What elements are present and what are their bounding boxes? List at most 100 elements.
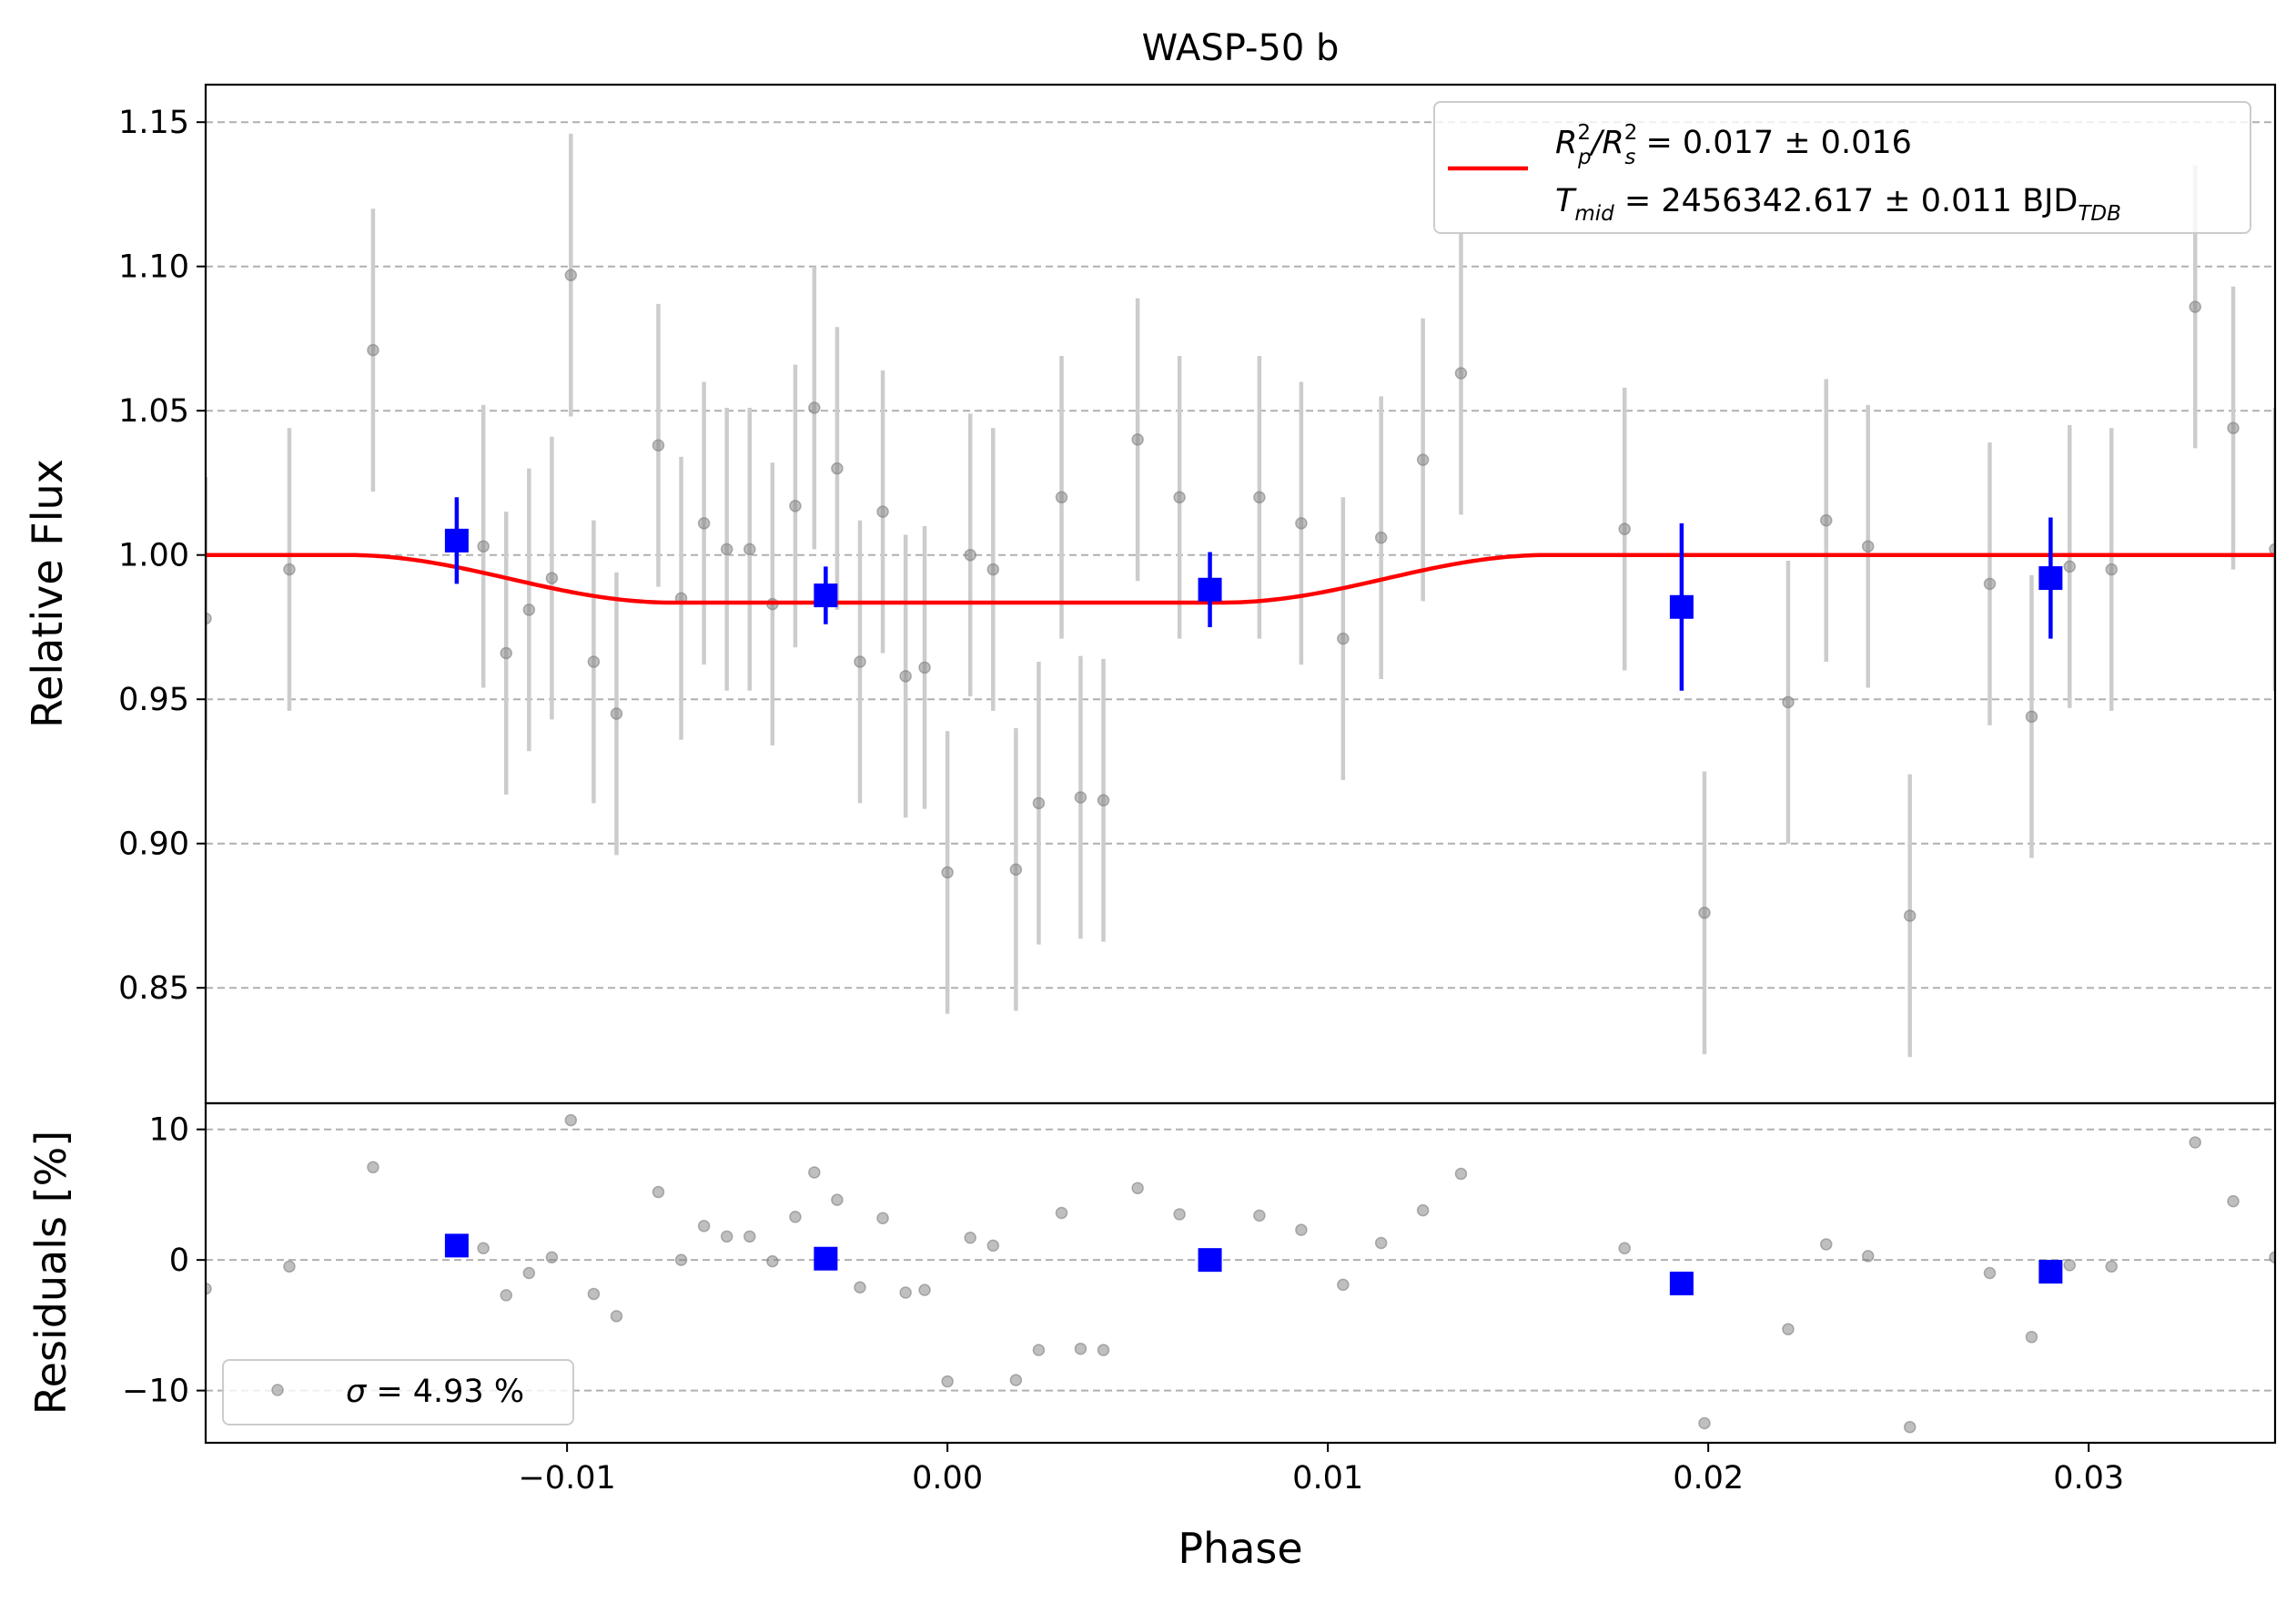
raw-flux-point bbox=[1698, 771, 1711, 1055]
raw-flux-marker bbox=[1618, 522, 1631, 535]
raw-flux-point bbox=[545, 436, 559, 720]
raw-flux-marker bbox=[720, 543, 733, 556]
residual-y-tick-label: 10 bbox=[148, 1112, 189, 1149]
legend-depth-label: R2 p/R2 s = 0.017 ± 0.016 bbox=[1555, 121, 1912, 169]
raw-residual-marker bbox=[1454, 1167, 1468, 1181]
raw-residual-marker bbox=[1131, 1182, 1144, 1194]
raw-flux-point bbox=[831, 327, 844, 610]
legend-tmid-sub: mid bbox=[1574, 202, 1614, 226]
raw-flux-point bbox=[941, 731, 954, 1014]
top-plot-frame bbox=[204, 83, 2277, 1105]
raw-flux-point bbox=[1131, 298, 1144, 582]
raw-flux-point bbox=[1819, 379, 1833, 662]
raw-flux-marker bbox=[545, 572, 559, 584]
raw-flux-point bbox=[697, 381, 711, 665]
x-tick-label: 0.00 bbox=[912, 1460, 983, 1496]
raw-flux-marker bbox=[743, 543, 756, 556]
legend-tmid-tdb: TDB bbox=[2078, 202, 2121, 226]
raw-flux-point bbox=[876, 370, 889, 654]
raw-flux-marker bbox=[1253, 491, 1266, 504]
raw-residual-marker bbox=[674, 1253, 688, 1266]
raw-flux-marker bbox=[2227, 421, 2240, 434]
raw-flux-point bbox=[2227, 286, 2240, 570]
legend-depth-sup1: 2 bbox=[1577, 121, 1591, 145]
raw-flux-marker bbox=[367, 343, 379, 357]
raw-residual-series bbox=[206, 1113, 2275, 1434]
raw-flux-point bbox=[283, 428, 296, 711]
raw-flux-marker bbox=[964, 548, 976, 562]
raw-flux-point bbox=[1074, 655, 1087, 939]
legend-depth-value: = 0.017 ± 0.016 bbox=[1635, 125, 1912, 161]
raw-flux-point bbox=[720, 408, 733, 691]
x-axis-label: Phase bbox=[1178, 1524, 1302, 1573]
raw-residual-marker bbox=[1618, 1242, 1631, 1254]
raw-residual-marker bbox=[854, 1281, 866, 1294]
raw-flux-point bbox=[899, 534, 912, 818]
raw-flux-series bbox=[206, 133, 2275, 1058]
raw-flux-marker bbox=[2269, 543, 2275, 556]
raw-residual-marker bbox=[283, 1260, 296, 1273]
binned-flux-point bbox=[444, 497, 469, 584]
raw-flux-point bbox=[1173, 355, 1186, 639]
raw-flux-point bbox=[1295, 381, 1308, 665]
raw-flux-marker bbox=[564, 269, 578, 281]
raw-residual-marker bbox=[831, 1193, 844, 1206]
residual-y-axis-label: Residuals [%] bbox=[26, 1131, 76, 1415]
raw-flux-marker bbox=[1337, 632, 1350, 645]
raw-residual-marker bbox=[477, 1242, 490, 1254]
raw-flux-marker bbox=[1173, 491, 1186, 504]
raw-residual-marker bbox=[1374, 1236, 1388, 1250]
raw-residual-marker bbox=[1097, 1344, 1110, 1356]
x-tick-label: 0.02 bbox=[1673, 1460, 1744, 1496]
raw-residual-marker bbox=[899, 1286, 912, 1299]
residual-legend-value: = 4.93 % bbox=[366, 1374, 524, 1410]
top-y-tick-label: 1.10 bbox=[118, 249, 189, 286]
raw-flux-point bbox=[1374, 396, 1388, 680]
raw-residual-marker bbox=[918, 1283, 931, 1296]
raw-flux-point bbox=[610, 572, 623, 856]
binned-flux-marker bbox=[1198, 577, 1222, 602]
raw-flux-point bbox=[1097, 658, 1110, 942]
raw-flux-marker bbox=[1131, 433, 1144, 446]
raw-flux-point bbox=[1903, 774, 1917, 1058]
transit-model-curve bbox=[206, 553, 2275, 605]
residual-legend-box bbox=[222, 1359, 574, 1425]
raw-flux-point bbox=[2025, 574, 2038, 858]
raw-residual-marker bbox=[1819, 1238, 1833, 1251]
raw-flux-marker bbox=[1983, 577, 1997, 591]
raw-flux-marker bbox=[941, 866, 954, 879]
raw-flux-point bbox=[587, 520, 601, 804]
raw-flux-marker bbox=[2189, 300, 2201, 313]
raw-flux-point bbox=[1861, 404, 1875, 688]
raw-flux-point bbox=[1055, 355, 1068, 639]
residual-legend-label: σ = 4.93 % bbox=[346, 1374, 524, 1410]
raw-flux-marker bbox=[1055, 491, 1068, 504]
raw-flux-point bbox=[2063, 425, 2077, 708]
raw-flux-point bbox=[367, 208, 379, 492]
raw-flux-marker bbox=[789, 500, 802, 512]
raw-flux-point bbox=[1253, 355, 1266, 639]
raw-residual-marker bbox=[941, 1375, 954, 1388]
raw-residual-marker bbox=[1009, 1374, 1023, 1386]
raw-residual-marker bbox=[2105, 1260, 2119, 1273]
raw-flux-marker bbox=[1782, 695, 1795, 709]
raw-flux-marker bbox=[854, 655, 866, 668]
raw-residual-marker bbox=[766, 1254, 779, 1268]
raw-residual-marker bbox=[1983, 1266, 1997, 1280]
binned-residual-marker bbox=[444, 1233, 469, 1258]
top-y-tick-label: 0.85 bbox=[118, 970, 189, 1007]
raw-residual-marker bbox=[1055, 1206, 1068, 1220]
legend-tmid-value: = 2456342.617 ± 0.011 BJD bbox=[1614, 183, 2079, 219]
residual-y-tick-label: 0 bbox=[169, 1243, 189, 1279]
raw-flux-point bbox=[1416, 318, 1430, 602]
raw-residual-marker bbox=[1903, 1421, 1917, 1434]
raw-residual-marker bbox=[1782, 1323, 1795, 1335]
raw-flux-point bbox=[743, 408, 756, 691]
legend-tmid-label: Tmid = 2456342.617 ± 0.011 BJDTDB bbox=[1555, 183, 2121, 226]
binned-residual-marker bbox=[814, 1246, 838, 1271]
raw-residual-marker bbox=[697, 1220, 711, 1233]
raw-residual-marker bbox=[1698, 1416, 1711, 1430]
raw-flux-marker bbox=[587, 655, 601, 668]
legend-depth-r: R bbox=[1555, 125, 1577, 161]
